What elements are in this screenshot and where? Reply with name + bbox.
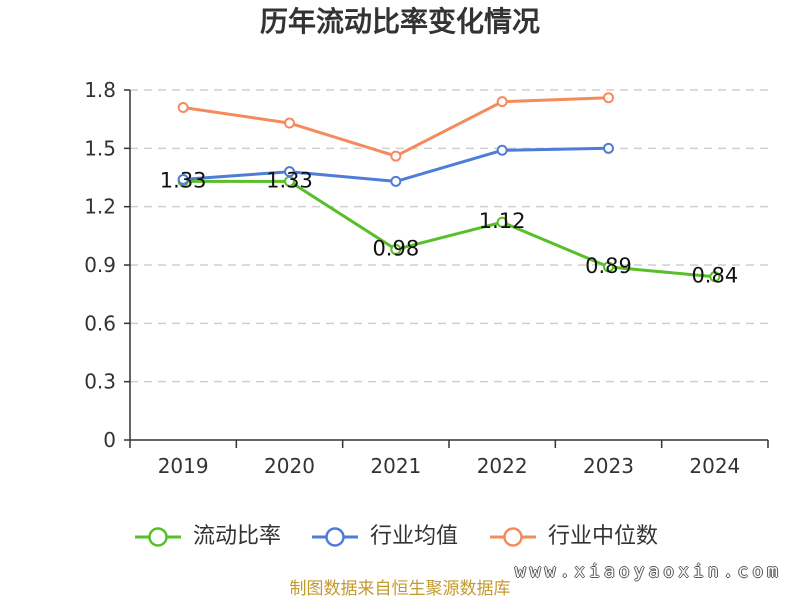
industry-mean-point xyxy=(603,142,614,154)
legend-line-marker-icon xyxy=(490,527,536,547)
current-ratio-point xyxy=(390,243,402,255)
x-tick-label: 2023 xyxy=(583,454,634,478)
industry-median-point xyxy=(603,92,614,104)
chart-title: 历年流动比率变化情况 xyxy=(259,5,540,38)
legend-item-industry-mean[interactable]: 行业均值 xyxy=(312,525,458,549)
current-ratio-data-label: 1.33 xyxy=(160,168,207,192)
legend-marker xyxy=(325,527,345,547)
current-ratio-point xyxy=(496,216,508,228)
x-tick-label: 2019 xyxy=(158,454,209,478)
industry-mean-point xyxy=(390,175,402,187)
x-tick-label: 2022 xyxy=(477,454,528,478)
current-ratio-line xyxy=(181,179,717,279)
industry-median-point xyxy=(177,102,189,113)
legend-label-current-ratio: 流动比率 xyxy=(193,524,282,549)
legend-label-industry-median: 行业中位数 xyxy=(548,524,659,549)
y-tick-label: 0.9 xyxy=(84,253,116,277)
industry-median-line xyxy=(181,96,610,158)
industry-mean-point xyxy=(177,173,189,185)
legend-item-current-ratio[interactable]: 流动比率 xyxy=(135,525,281,549)
current-ratio-point xyxy=(603,261,614,273)
x-axis: 2019 2020 2021 2022 2023 2024 xyxy=(129,439,769,478)
legend-marker xyxy=(148,527,168,547)
watermark: www.xiaoyaoxin.com xyxy=(514,561,782,582)
legend-item-industry-median[interactable]: 行业中位数 xyxy=(490,525,658,549)
industry-mean-point xyxy=(496,144,508,156)
y-tick-label: 0.3 xyxy=(84,370,116,394)
current-ratio-data-label: 1.33 xyxy=(266,168,313,192)
series-industry-median xyxy=(177,92,614,162)
legend-line-marker-icon xyxy=(312,527,358,547)
legend-line-marker-icon xyxy=(135,527,181,547)
current-ratio-point xyxy=(709,271,721,283)
series-current-ratio xyxy=(177,175,721,283)
y-tick-label: 1.2 xyxy=(84,195,116,219)
y-tick-label: 1.5 xyxy=(84,136,116,160)
current-ratio-data-label: 0.89 xyxy=(585,254,632,278)
y-axis: 0 0.3 0.6 0.9 1.2 1.5 1.8 xyxy=(84,78,131,452)
data-source-note: 制图数据来自恒生聚源数据库 xyxy=(289,579,511,599)
y-tick-label: 0.6 xyxy=(84,311,116,335)
legend-marker xyxy=(503,527,523,547)
y-tick-label: 0 xyxy=(103,428,116,452)
y-tick-label: 1.8 xyxy=(84,78,116,102)
industry-median-point xyxy=(496,96,508,108)
data-labels: 1.33 1.33 0.98 1.12 0.89 0.84 xyxy=(160,168,738,287)
x-tick-label: 2021 xyxy=(370,454,421,478)
current-ratio-data-label: 1.12 xyxy=(479,209,526,233)
x-tick-label: 2020 xyxy=(264,454,315,478)
current-ratio-data-label: 0.84 xyxy=(691,264,738,288)
current-ratio-data-label: 0.98 xyxy=(372,236,419,260)
x-tick-label: 2024 xyxy=(689,454,740,478)
industry-median-point xyxy=(390,150,402,162)
series-industry-mean xyxy=(177,142,614,187)
industry-mean-point xyxy=(284,166,295,178)
legend-label-industry-mean: 行业均值 xyxy=(370,524,459,549)
industry-median-point xyxy=(284,117,295,129)
